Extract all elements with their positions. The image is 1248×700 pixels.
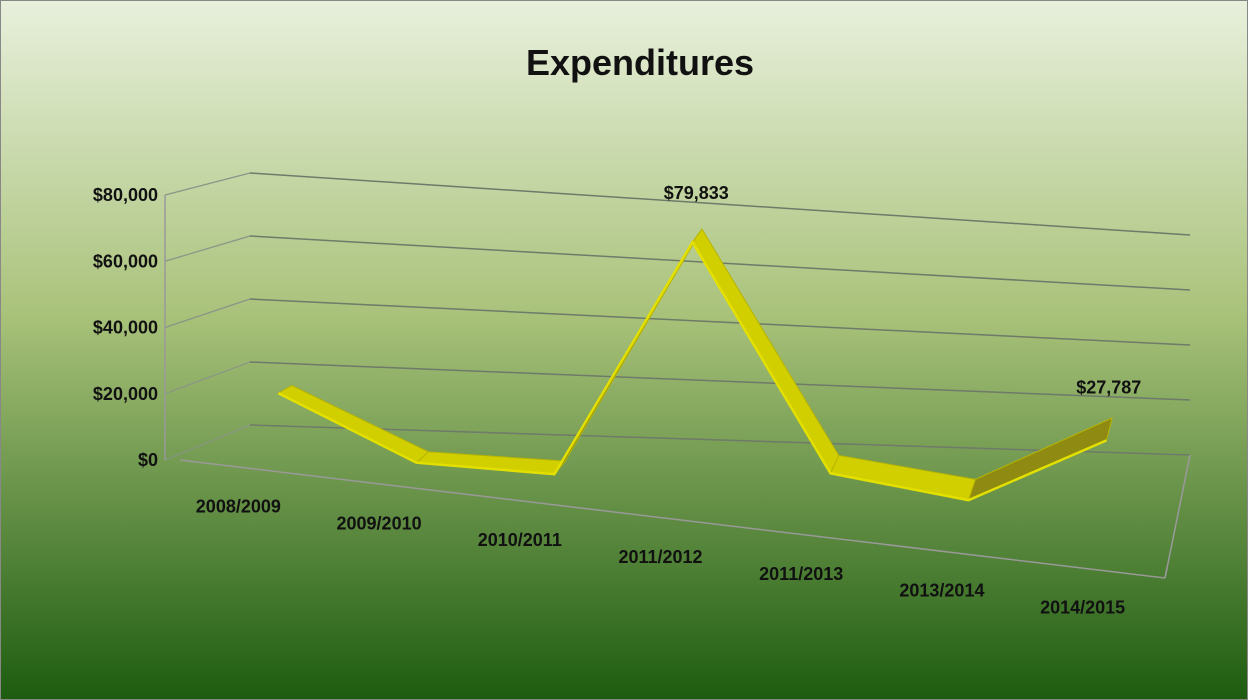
line xyxy=(277,239,1107,502)
y-tick-label: $0 xyxy=(138,450,158,470)
side-grid-line xyxy=(164,361,251,395)
chart-title: Expenditures xyxy=(526,42,754,83)
x-tick-label: 2009/2010 xyxy=(337,513,422,533)
side-grid-line xyxy=(164,424,251,461)
x-tick-label: 2010/2011 xyxy=(478,530,562,550)
grid-line xyxy=(249,424,1191,456)
side-grid-line xyxy=(164,235,251,262)
x-axis xyxy=(179,459,1166,579)
x-tick-label: 2014/2015 xyxy=(1040,598,1125,618)
x-tick-label: 2011/2013 xyxy=(759,564,843,584)
floor-corner xyxy=(1164,567,1168,579)
y-tick-label: $40,000 xyxy=(93,318,158,338)
x-tick-label: 2011/2012 xyxy=(618,547,702,567)
data-label: $79,833 xyxy=(664,183,729,203)
floor-edge xyxy=(1164,454,1191,579)
y-tick-label: $80,000 xyxy=(93,185,158,205)
data-label: $27,787 xyxy=(1076,377,1141,397)
y-tick-label: $60,000 xyxy=(93,251,158,271)
grid-line xyxy=(249,361,1191,401)
side-grid-line xyxy=(164,172,251,196)
y-tick-label: $20,000 xyxy=(93,384,158,404)
side-grid-line xyxy=(164,298,251,329)
grid-line xyxy=(249,172,1191,236)
x-tick-label: 2008/2009 xyxy=(196,496,281,516)
plot-area: $0 $20,000 $40,000 $60,000 $80,000 2008/2009 2… xyxy=(93,172,1191,618)
x-tick-label: 2013/2014 xyxy=(899,581,984,601)
grid-line xyxy=(249,298,1191,346)
